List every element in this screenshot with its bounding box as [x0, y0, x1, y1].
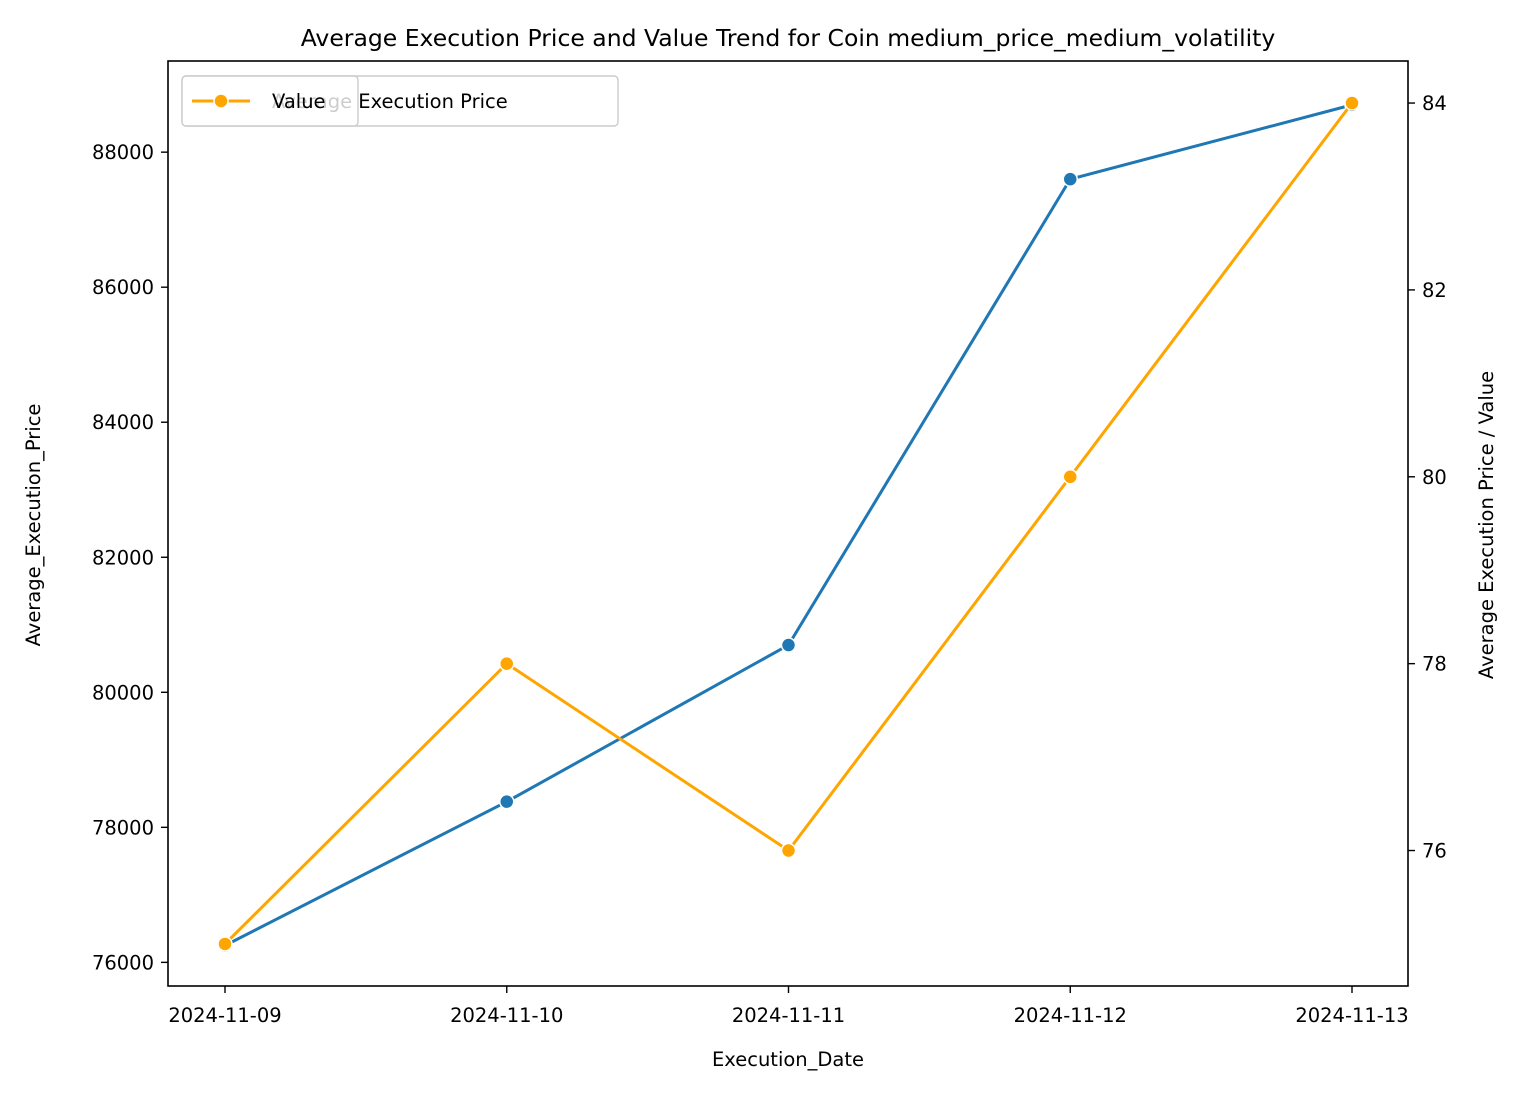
price-data-point [1062, 171, 1078, 187]
right-y-tick-label: 84 [1422, 92, 1447, 115]
left-y-tick-label: 88000 [92, 141, 154, 164]
x-tick-label: 2024-11-11 [732, 1004, 845, 1027]
series-lines [217, 95, 1360, 954]
x-tick-label: 2024-11-12 [1014, 1004, 1127, 1027]
value-data-point [1062, 469, 1078, 485]
legend-box-value [181, 75, 359, 127]
axis-ticks: 2024-11-09 2024-11-10 2024-11-11 2024-11-12… [92, 92, 1447, 1027]
price-series-line [224, 103, 1353, 947]
left-y-tick-label: 78000 [92, 816, 154, 839]
right-y-axis-title: Average Execution Price / Value [1475, 371, 1498, 679]
left-y-tick-label: 82000 [92, 546, 154, 569]
legend-label: Value [272, 90, 326, 113]
price-data-point [780, 637, 797, 653]
left-y-tick-label: 76000 [92, 951, 154, 974]
right-y-tick-label: 76 [1422, 840, 1447, 863]
right-y-tick-label: 80 [1422, 466, 1447, 489]
value-data-point [217, 936, 233, 952]
x-tick-label: 2024-11-09 [168, 1004, 281, 1027]
right-y-tick-label: 78 [1422, 653, 1447, 676]
x-tick-label: 2024-11-13 [1295, 1004, 1408, 1027]
chart-title: Average Execution Price and Value Trend … [301, 24, 1276, 52]
right-y-tick-label: 82 [1422, 279, 1447, 302]
price-data-point [499, 793, 515, 810]
x-tick-label: 2024-11-10 [450, 1004, 563, 1027]
left-y-axis-title: Average_Execution_Price [22, 404, 45, 647]
value-data-point [1344, 95, 1360, 111]
x-axis-title: Execution_Date [712, 1048, 864, 1071]
legend-marker-swatch [213, 93, 229, 109]
left-y-tick-label: 80000 [92, 681, 154, 704]
value-data-point [780, 842, 797, 859]
left-y-tick-label: 86000 [92, 276, 154, 299]
left-y-tick-label: 84000 [92, 411, 154, 434]
value-series-line [223, 102, 1354, 946]
value-data-point [499, 655, 515, 672]
plot-area-frame [167, 60, 1409, 987]
